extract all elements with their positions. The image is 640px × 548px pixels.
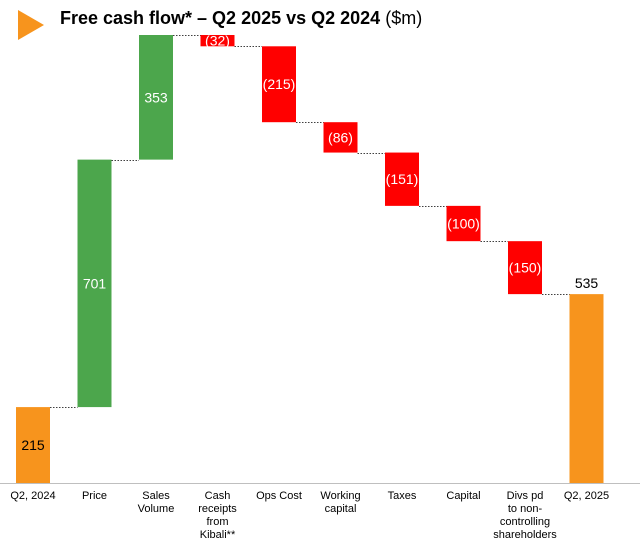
category-label-line: Kibali** [200, 529, 236, 541]
title-row: Free cash flow* – Q2 2025 vs Q2 2024 ($m… [0, 0, 640, 44]
category-label-line: capital [325, 503, 357, 515]
category-label-line: Taxes [388, 490, 417, 502]
category-label: Divs pd to non-controlling shareholders [493, 490, 557, 541]
bar-decrease [200, 35, 235, 47]
title-unit: ($m) [385, 8, 423, 28]
bar-increase [139, 35, 173, 160]
category-label-line: Working [320, 490, 360, 502]
bar-value-label: (150) [509, 260, 542, 276]
page-title: Free cash flow* – Q2 2025 vs Q2 2024 ($m… [60, 8, 422, 29]
bar-value-label: 215 [21, 437, 45, 453]
bar-decrease [508, 241, 542, 295]
category-label: Capital [446, 490, 480, 502]
title-main: Free cash flow* – Q2 2025 vs Q2 2024 [60, 8, 381, 28]
category-label-line: controlling [500, 516, 550, 528]
bar-decrease [323, 122, 358, 153]
bar-value-label: 701 [83, 275, 107, 291]
bar-value-label: (100) [447, 216, 480, 232]
category-label-line: Price [82, 490, 107, 502]
category-label-line: to non- [508, 503, 543, 515]
bar-value-label: (151) [386, 171, 419, 187]
category-label-line: Capital [446, 490, 480, 502]
bar-increase [77, 159, 112, 408]
bar-total [16, 407, 50, 483]
category-label: Sales Volume [138, 490, 175, 515]
bar-value-label: (32) [205, 33, 230, 49]
category-label-line: Divs pd [507, 490, 544, 502]
bar-value-label: (86) [328, 129, 353, 145]
category-label: Taxes [388, 490, 417, 502]
category-label: Q2, 2024 [10, 490, 55, 502]
bar-value-label: 353 [144, 89, 168, 105]
category-label: Ops Cost [256, 490, 302, 502]
bar-decrease [385, 152, 419, 206]
orange-arrow-icon [18, 10, 44, 40]
bar-value-label: (215) [263, 76, 296, 92]
bar-value-label: 535 [575, 275, 599, 291]
category-label-line: Q2, 2024 [10, 490, 55, 502]
category-label-line: Ops Cost [256, 490, 302, 502]
bar-total [569, 294, 604, 483]
category-label-line: from [207, 516, 229, 528]
category-label: Price [82, 490, 107, 502]
category-label-line: Q2, 2025 [564, 490, 609, 502]
category-label: Q2, 2025 [564, 490, 609, 502]
bar-decrease [262, 46, 296, 123]
category-label-line: Volume [138, 503, 175, 515]
category-label: Cash receipts from Kibali** [198, 490, 237, 541]
category-label-line: shareholders [493, 529, 557, 541]
bar-decrease [446, 205, 481, 242]
category-label: Working capital [320, 490, 360, 515]
category-label-line: Sales [142, 490, 170, 502]
category-label-line: Cash [205, 490, 231, 502]
category-label-line: receipts [198, 503, 237, 515]
